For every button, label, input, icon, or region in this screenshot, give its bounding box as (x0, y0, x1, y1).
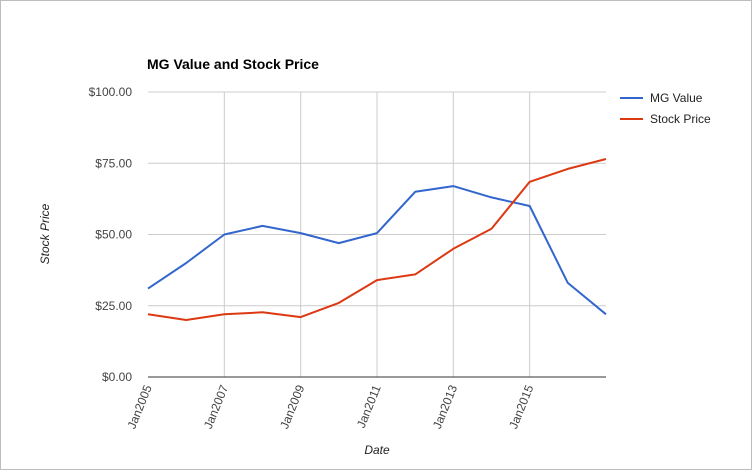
legend-label: MG Value (650, 91, 703, 105)
x-tick-label: Jan2013 (430, 383, 460, 431)
y-axis-title: Stock Price (38, 203, 52, 264)
y-tick-label: $50.00 (95, 228, 132, 242)
x-axis-title: Date (364, 443, 390, 457)
y-tick-label: $0.00 (102, 370, 132, 384)
series-line-stock-price (147, 158, 607, 321)
legend[interactable]: MG Value Stock Price (620, 91, 711, 126)
gridlines (148, 91, 606, 377)
series-lines (147, 158, 607, 321)
x-axis-ticks: Jan2005 Jan2007 Jan2009 Jan2011 Jan2013 Jan20… (125, 383, 537, 431)
x-tick-label: Jan2011 (354, 383, 384, 430)
legend-item-mg-value[interactable]: MG Value (620, 91, 703, 105)
x-tick-label: Jan2015 (506, 383, 536, 431)
y-tick-label: $100.00 (89, 85, 133, 99)
y-tick-label: $75.00 (95, 156, 132, 170)
chart-title: MG Value and Stock Price (147, 56, 319, 72)
series-line-mg-value (147, 185, 607, 316)
x-tick-label: Jan2005 (125, 383, 155, 431)
y-axis-ticks: $0.00 $25.00 $50.00 $75.00 $100.00 (89, 85, 133, 384)
legend-item-stock-price[interactable]: Stock Price (620, 112, 711, 126)
x-tick-label: Jan2007 (201, 383, 231, 431)
legend-label: Stock Price (650, 112, 711, 126)
x-tick-label: Jan2009 (277, 383, 307, 431)
y-tick-label: $25.00 (95, 299, 132, 313)
